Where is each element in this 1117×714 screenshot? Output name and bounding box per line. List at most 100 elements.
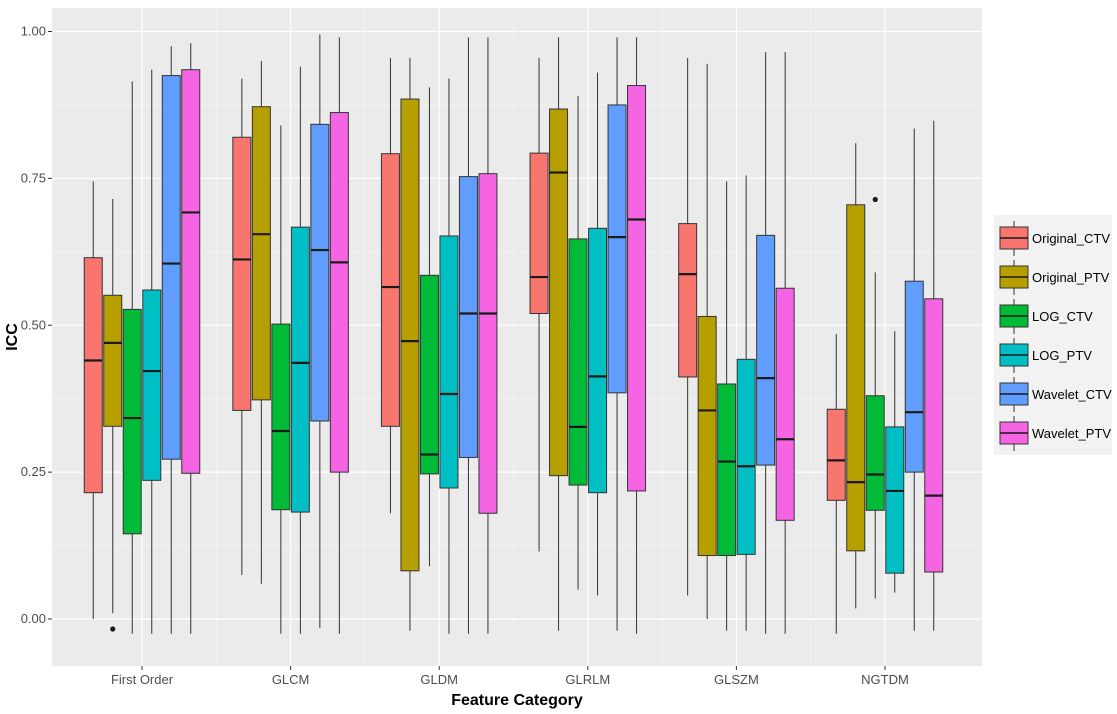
box-iqr [775, 287, 795, 521]
y-axis: 0.00 0.25 0.50 0.75 1.00 [21, 24, 52, 626]
outlier-point [110, 626, 116, 632]
legend-label: LOG_PTV [1032, 348, 1092, 363]
box-wavelet-ctv-gldm [458, 37, 478, 634]
legend-label: Original_CTV [1032, 231, 1110, 246]
x-tick-label: First Order [111, 672, 174, 687]
box-wavelet-ctv-glszm [756, 52, 776, 634]
box-original-ptv-glcm [251, 60, 271, 584]
series-original-ctv [83, 57, 846, 634]
legend-item-wavelet-ptv: Wavelet_PTV [998, 414, 1111, 452]
box-wavelet-ptv-glrlm [627, 37, 647, 634]
box-iqr [310, 123, 330, 422]
box-iqr [400, 98, 420, 572]
outlier-point [872, 196, 878, 203]
box-iqr [458, 176, 478, 458]
legend-label: Wavelet_CTV [1032, 387, 1112, 402]
y-tick-label: 0.00 [21, 611, 46, 626]
box-iqr [232, 136, 252, 411]
box-iqr [904, 280, 924, 473]
y-tick-label: 0.50 [21, 317, 46, 332]
series-log-ctv [122, 81, 885, 634]
box-series [83, 34, 944, 634]
box-iqr [697, 315, 717, 557]
box-original-ctv-first-order [83, 181, 103, 619]
box-log-ptv-ngtdm [885, 331, 905, 593]
series-original-ptv [103, 37, 866, 632]
box-iqr [329, 112, 349, 473]
box-iqr [924, 298, 944, 573]
box-wavelet-ptv-first-order [181, 43, 201, 634]
box-wavelet-ptv-ngtdm [924, 120, 944, 631]
box-iqr [142, 289, 162, 481]
legend-label: Original_PTV [1032, 270, 1110, 285]
box-iqr [588, 227, 608, 494]
box-log-ctv-ngtdm [865, 196, 885, 599]
legend: Original_CTV Original_PTV LOG_CTV LOG_PTV Wa… [994, 215, 1112, 455]
box-log-ptv-gldm [439, 78, 459, 634]
box-original-ctv-glcm [232, 78, 252, 575]
box-log-ctv-gldm [419, 87, 439, 567]
box-log-ctv-glrlm [568, 96, 588, 590]
box-iqr [717, 383, 737, 557]
legend-item-wavelet-ctv: Wavelet_CTV [998, 375, 1112, 413]
series-log-ptv [142, 66, 905, 634]
x-tick-label: GLCM [272, 672, 310, 687]
box-iqr [736, 358, 756, 555]
box-original-ptv-gldm [400, 57, 420, 631]
series-wavelet-ptv [181, 37, 944, 634]
legend-item-log-ptv: LOG_PTV [998, 336, 1092, 374]
x-tick-label: GLRLM [565, 672, 610, 687]
box-original-ctv-glszm [678, 57, 698, 596]
box-original-ctv-gldm [380, 57, 400, 514]
box-log-ctv-first-order [122, 81, 142, 634]
y-tick-label: 0.25 [21, 464, 46, 479]
x-axis-title: Feature Category [451, 692, 583, 709]
box-iqr [161, 75, 181, 460]
box-iqr [826, 408, 846, 501]
box-iqr [122, 308, 142, 535]
box-iqr [865, 395, 885, 511]
y-tick-label: 1.00 [21, 24, 46, 39]
box-iqr [181, 69, 201, 474]
legend-item-original-ptv: Original_PTV [998, 258, 1110, 296]
box-original-ptv-ngtdm [846, 143, 866, 609]
box-iqr [549, 108, 569, 477]
legend-label: LOG_CTV [1032, 309, 1093, 324]
box-iqr [627, 85, 647, 492]
y-tick-label: 0.75 [21, 170, 46, 185]
x-axis: First Order GLCM GLDM GLRLM GLSZM NGTDM [111, 666, 909, 687]
box-original-ptv-glszm [697, 63, 717, 619]
box-wavelet-ptv-glszm [775, 52, 795, 634]
box-original-ctv-glrlm [529, 57, 549, 552]
box-iqr [885, 426, 905, 574]
legend-item-log-ctv: LOG_CTV [998, 297, 1093, 335]
box-wavelet-ptv-glcm [329, 37, 349, 634]
box-iqr [529, 152, 549, 314]
box-original-ptv-first-order [103, 198, 123, 632]
x-tick-label: GLSZM [714, 672, 759, 687]
box-log-ctv-glszm [717, 181, 737, 631]
box-iqr [439, 235, 459, 489]
box-iqr [103, 294, 123, 427]
y-axis-title: ICC [4, 323, 21, 351]
box-original-ctv-ngtdm [826, 334, 846, 634]
box-log-ptv-first-order [142, 69, 162, 634]
box-iqr [380, 153, 400, 427]
box-log-ctv-glcm [271, 125, 291, 634]
box-original-ptv-glrlm [549, 37, 569, 631]
box-iqr [251, 106, 271, 401]
plot-panel [52, 8, 982, 666]
box-wavelet-ctv-glcm [310, 34, 330, 628]
box-iqr [290, 226, 310, 513]
box-iqr [271, 323, 291, 511]
series-wavelet-ctv [161, 34, 924, 634]
legend-label: Wavelet_PTV [1032, 426, 1111, 441]
x-tick-label: NGTDM [861, 672, 909, 687]
box-wavelet-ctv-first-order [161, 46, 181, 634]
box-log-ptv-glcm [290, 66, 310, 634]
legend-item-original-ctv: Original_CTV [998, 219, 1110, 257]
box-wavelet-ctv-glrlm [607, 37, 627, 631]
box-iqr [756, 234, 776, 466]
box-wavelet-ptv-gldm [478, 37, 498, 634]
